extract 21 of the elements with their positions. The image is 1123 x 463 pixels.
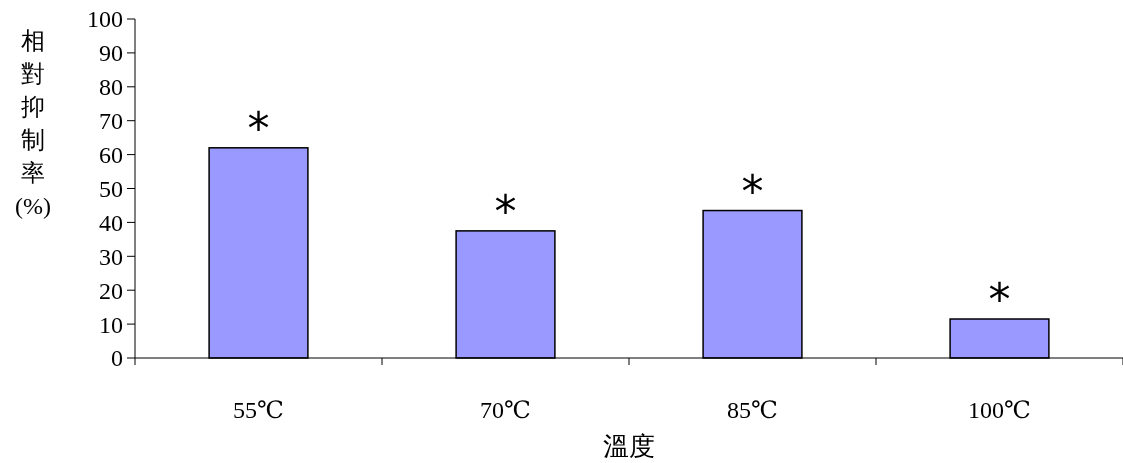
x-tick-label: 85℃ <box>727 397 778 423</box>
y-tick-label: 60 <box>99 142 123 168</box>
x-tick-label: 55℃ <box>233 397 284 423</box>
x-tick-label: 100℃ <box>968 397 1031 423</box>
annotation: * <box>741 165 764 217</box>
y-tick-label: 20 <box>99 277 123 304</box>
annotation: * <box>247 102 270 154</box>
x-axis-title: 溫度 <box>603 432 655 461</box>
y-tick-label: 40 <box>99 209 123 236</box>
y-tick-label: 80 <box>99 74 123 101</box>
y-tick-label: 50 <box>99 175 123 202</box>
y-axis-title: 相對抑制率(%) <box>15 28 51 219</box>
y-tick-label: 10 <box>99 311 123 338</box>
y-tick-label: 90 <box>99 40 123 67</box>
annotation: * <box>988 274 1011 326</box>
y-tick-label: 0 <box>111 345 123 372</box>
x-tick-label: 70℃ <box>480 397 531 423</box>
annotation: * <box>494 185 517 237</box>
y-tick-label: 70 <box>99 108 123 135</box>
y-tick-label: 100 <box>87 6 123 33</box>
y-tick-label: 30 <box>99 243 123 270</box>
